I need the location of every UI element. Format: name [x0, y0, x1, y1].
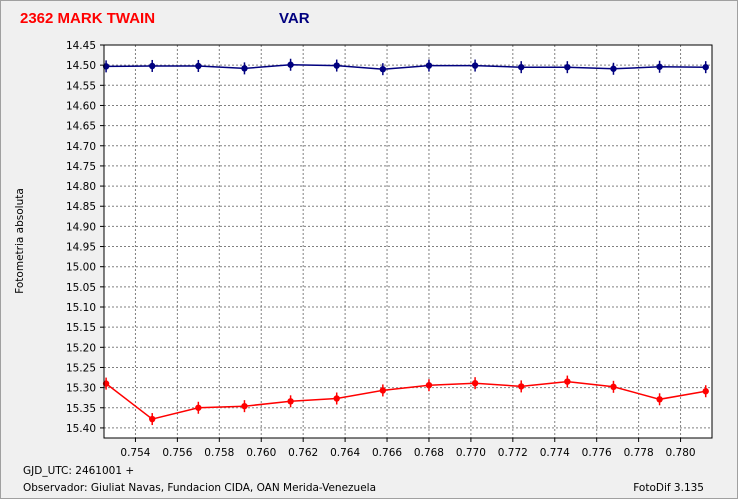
y-tick-label: 14.90 [66, 221, 96, 233]
software-label: FotoDif 3.135 [633, 482, 704, 494]
series-title: VAR [279, 10, 310, 27]
x-tick-label: 0.756 [162, 447, 192, 459]
data-point [564, 61, 571, 74]
y-tick-label: 14.95 [66, 242, 96, 254]
x-tick-label: 0.780 [666, 447, 696, 459]
y-tick-label: 15.10 [66, 302, 96, 314]
data-point [149, 413, 156, 426]
x-tick-label: 0.758 [204, 447, 234, 459]
data-point [518, 61, 525, 74]
data-point [241, 62, 248, 75]
plot-area [104, 45, 712, 438]
data-point [471, 377, 479, 390]
data-point [149, 59, 156, 72]
x-tick-label: 0.764 [330, 447, 360, 459]
data-point [195, 59, 202, 72]
data-point [471, 59, 479, 72]
y-tick-label: 15.40 [66, 423, 96, 435]
data-point [702, 385, 709, 398]
data-point [333, 392, 340, 405]
data-point [379, 63, 387, 76]
series-layer [102, 58, 709, 426]
x-tick-label: 0.766 [372, 447, 402, 459]
data-point [379, 384, 387, 397]
y-tick-label: 15.35 [66, 403, 96, 415]
y-tick-label: 14.65 [66, 121, 96, 133]
y-tick-label: 14.50 [66, 60, 96, 72]
y-tick-label: 15.00 [66, 262, 96, 274]
data-point [195, 401, 202, 414]
y-tick-label: 14.60 [66, 100, 96, 112]
y-tick-label: 14.75 [66, 161, 96, 173]
x-tick-label: 0.768 [414, 447, 444, 459]
data-point [241, 400, 248, 413]
data-point [656, 60, 663, 73]
y-tick-label: 14.80 [66, 181, 96, 193]
x-tick-label: 0.770 [456, 447, 486, 459]
x-axis: 0.754 0.756 0.758 0.760 0.762 0.764 0.766 0.768… [120, 438, 696, 459]
object-title: 2362 MARK TWAIN [20, 10, 156, 27]
data-point [287, 395, 294, 408]
x-tick-label: 0.772 [498, 447, 528, 459]
y-axis-label: Fotometria absoluta [14, 188, 26, 294]
x-tick-label: 0.760 [246, 447, 276, 459]
data-point [333, 59, 340, 72]
data-point [702, 61, 709, 74]
data-point [425, 379, 433, 392]
x-tick-label: 0.754 [120, 447, 150, 459]
observer-label: Observador: Giuliat Navas, Fundacion CID… [23, 482, 377, 494]
plot-border [103, 44, 713, 439]
y-tick-label: 14.85 [66, 201, 96, 213]
y-tick-label: 14.70 [66, 141, 96, 153]
gjd-label: GJD_UTC: 2461001 + [23, 465, 135, 477]
x-tick-label: 0.762 [288, 447, 318, 459]
data-point [425, 59, 433, 72]
data-point [610, 380, 617, 393]
y-tick-label: 15.20 [66, 342, 96, 354]
y-tick-label: 15.15 [66, 322, 96, 334]
x-tick-label: 0.774 [540, 447, 570, 459]
x-tick-label: 0.776 [582, 447, 612, 459]
x-tick-label: 0.778 [624, 447, 654, 459]
y-tick-label: 14.45 [66, 40, 96, 52]
data-point [656, 393, 663, 406]
y-tick-label: 15.05 [66, 282, 96, 294]
data-point [610, 62, 617, 75]
y-tick-label: 15.30 [66, 383, 96, 395]
data-point [287, 58, 294, 71]
data-point [518, 380, 525, 393]
data-point [564, 375, 571, 388]
y-tick-label: 15.25 [66, 362, 96, 374]
y-axis: 14.45 14.50 14.55 14.60 14.65 14.70 14.75 14.80… [66, 40, 104, 435]
series-line-1 [105, 380, 706, 420]
y-tick-label: 14.55 [66, 80, 96, 92]
series-line-0 [106, 64, 706, 70]
